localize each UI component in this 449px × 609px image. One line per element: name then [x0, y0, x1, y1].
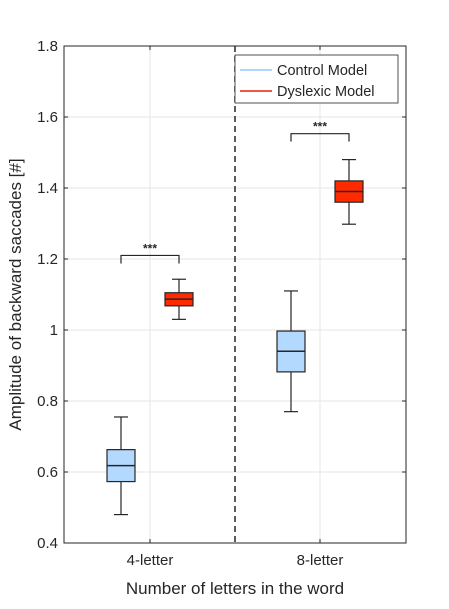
legend: Control Model Dyslexic Model — [234, 54, 399, 104]
significance-bracket: *** — [290, 120, 350, 142]
legend-label-control-model: Control Model — [277, 63, 367, 79]
y-tick-label: 1.2 — [37, 251, 58, 268]
significance-label: *** — [143, 241, 157, 255]
y-tick-label: 0.4 — [37, 535, 58, 552]
legend-label-dyslexic-model: Dyslexic Model — [277, 84, 375, 100]
box-dyslexic-model-8-letter — [334, 159, 364, 225]
boxes — [106, 159, 364, 516]
box-dyslexic-model-4-letter — [164, 278, 194, 320]
x-tick-label: 4-letter — [127, 552, 174, 569]
y-tick-label: 1.8 — [37, 38, 58, 55]
y-axis: 0.4 0.6 0.8 1 1.2 1.4 1.6 1.8 — [37, 38, 406, 552]
x-axis-title: Number of letters in the word — [126, 579, 344, 598]
y-tick-label: 0.8 — [37, 393, 58, 410]
y-tick-label: 1 — [50, 322, 58, 339]
y-tick-label: 1.4 — [37, 180, 58, 197]
bracket-line — [290, 133, 350, 142]
x-axis: 4-letter 8-letter — [127, 46, 344, 569]
x-tick-label: 8-letter — [297, 552, 344, 569]
box-control-model-4-letter — [106, 416, 136, 516]
significance-bracket: *** — [120, 241, 180, 264]
bracket-line — [120, 254, 180, 264]
y-axis-title: Amplitude of backward saccades [#] — [6, 158, 25, 430]
significance-annotations: *** *** — [120, 120, 350, 264]
y-tick-label: 1.6 — [37, 109, 58, 126]
y-tick-label: 0.6 — [37, 464, 58, 481]
legend-box — [234, 54, 399, 104]
plot-frame — [63, 45, 407, 544]
box-control-model-8-letter — [276, 290, 306, 413]
significance-label: *** — [313, 120, 327, 134]
